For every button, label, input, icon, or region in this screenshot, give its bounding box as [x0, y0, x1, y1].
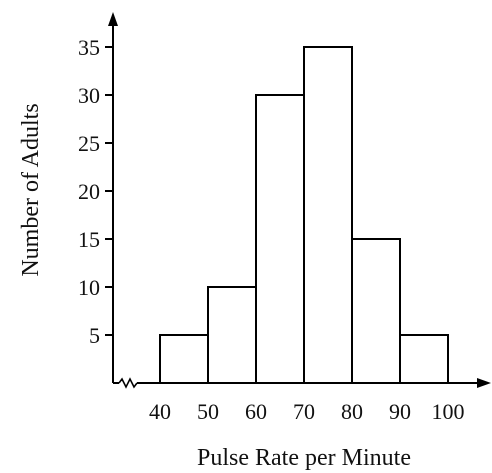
y-tick-label: 15	[78, 227, 100, 252]
histogram-bar	[207, 286, 257, 384]
x-tick-label: 90	[389, 399, 411, 424]
x-tick-label: 40	[149, 399, 171, 424]
y-tick-label: 10	[78, 275, 100, 300]
histogram-bar	[159, 334, 209, 384]
x-axis-title: Pulse Rate per Minute	[197, 445, 411, 471]
x-tick-label: 60	[245, 399, 267, 424]
y-tick-label: 30	[78, 83, 100, 108]
y-axis-arrow-icon	[108, 12, 118, 26]
y-axis-title: Number of Adults	[18, 103, 44, 276]
y-tick-label: 5	[89, 323, 100, 348]
bars-group	[159, 46, 449, 384]
histogram-bar	[303, 46, 353, 384]
y-tick-label: 20	[78, 179, 100, 204]
x-tick-label: 80	[341, 399, 363, 424]
x-axis-arrow-icon	[477, 378, 491, 388]
x-tick-label: 100	[432, 399, 465, 424]
axes-group	[108, 12, 491, 389]
histogram-bar	[399, 334, 449, 384]
y-tick-label: 35	[78, 35, 100, 60]
histogram-bar	[255, 94, 305, 384]
y-tick-label: 25	[78, 131, 100, 156]
y-ticks-group: 5 10 15 20 25 30 35	[78, 35, 113, 348]
x-ticks-group: 40 50 60 70 80 90 100	[149, 399, 465, 424]
x-tick-label: 50	[197, 399, 219, 424]
histogram-bar	[351, 238, 401, 384]
x-tick-label: 70	[293, 399, 315, 424]
axis-break-icon	[118, 377, 138, 389]
